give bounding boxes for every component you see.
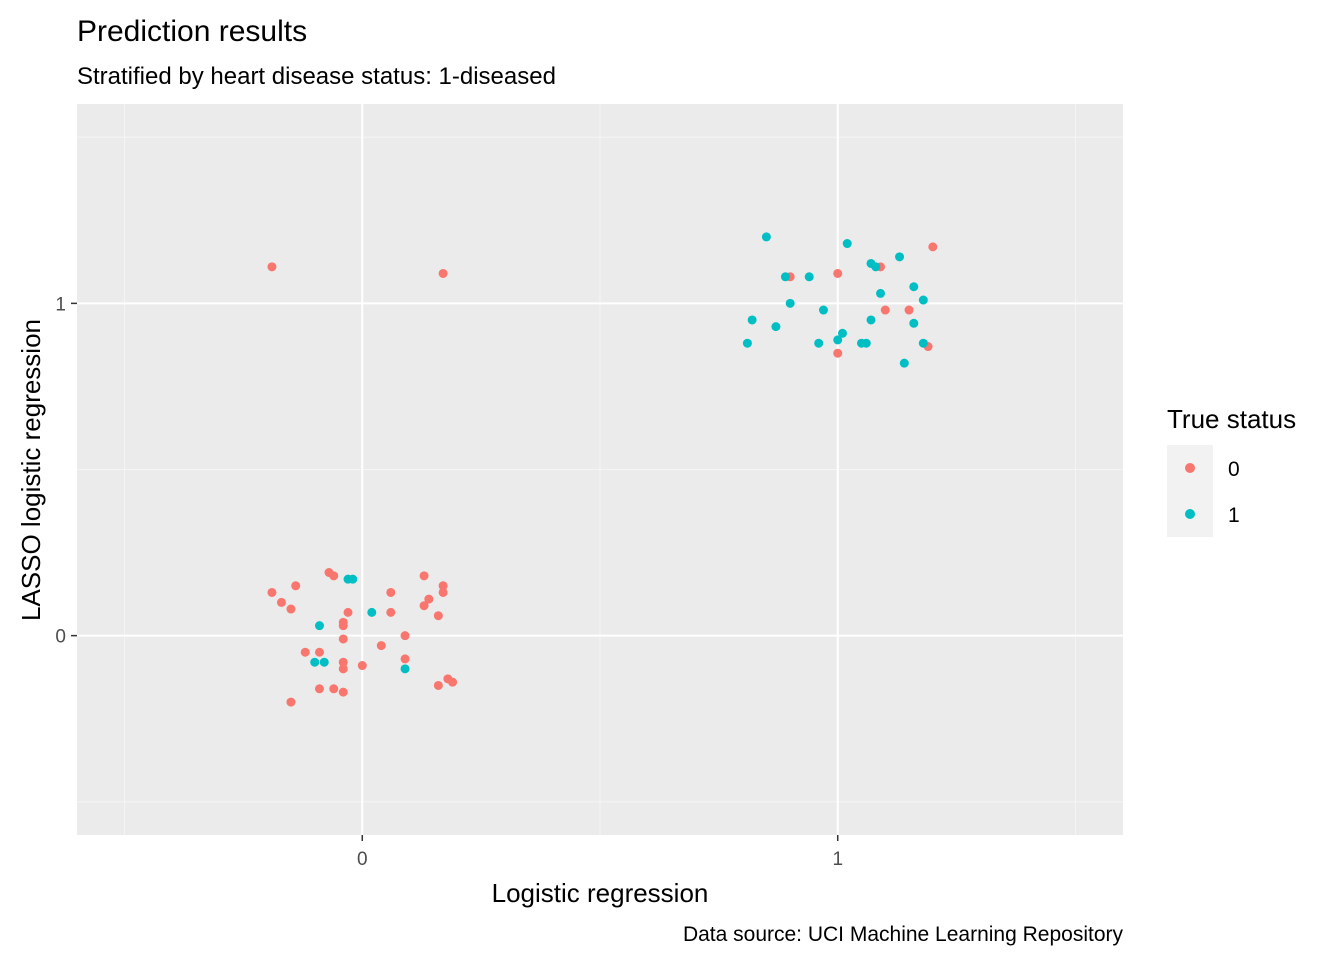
- data-point-status-0: [338, 664, 348, 674]
- data-point-status-1: [866, 315, 876, 325]
- chart-caption: Data source: UCI Machine Learning Reposi…: [683, 923, 1124, 946]
- data-point-status-0: [338, 617, 348, 627]
- data-point-status-1: [761, 232, 771, 242]
- data-point-status-0: [438, 587, 448, 597]
- data-point-status-0: [329, 571, 339, 581]
- data-point-status-1: [804, 272, 814, 282]
- data-point-status-0: [276, 597, 286, 607]
- x-tick-label: 0: [357, 849, 368, 870]
- data-point-status-0: [438, 268, 448, 278]
- data-point-status-0: [338, 687, 348, 697]
- data-points: [267, 232, 938, 707]
- data-point-status-0: [419, 571, 429, 581]
- data-point-status-0: [343, 607, 353, 617]
- data-point-status-1: [400, 664, 410, 674]
- data-point-status-1: [367, 607, 377, 617]
- data-point-status-0: [286, 697, 296, 707]
- data-point-status-0: [433, 611, 443, 621]
- grid-lines: [77, 104, 1123, 835]
- x-tick-label: 1: [832, 849, 843, 870]
- data-point-status-0: [267, 262, 277, 272]
- data-point-status-0: [880, 305, 890, 315]
- data-point-status-0: [424, 594, 434, 604]
- data-point-status-0: [448, 677, 458, 687]
- data-point-status-0: [357, 661, 367, 671]
- data-point-status-1: [310, 657, 320, 667]
- data-point-status-1: [895, 252, 905, 262]
- data-point-status-0: [338, 657, 348, 667]
- data-point-status-0: [329, 684, 339, 694]
- data-point-status-0: [386, 607, 396, 617]
- data-point-status-1: [771, 322, 781, 332]
- y-tick-label: 0: [55, 627, 66, 648]
- data-point-status-1: [918, 295, 928, 305]
- y-axis-ticks: 01: [55, 294, 77, 648]
- legend: True status 0 1: [1167, 404, 1296, 537]
- data-point-status-0: [433, 680, 443, 690]
- data-point-status-1: [909, 282, 919, 292]
- data-point-status-0: [300, 647, 310, 657]
- chart-title: Prediction results: [77, 15, 307, 48]
- data-point-status-1: [837, 328, 847, 338]
- data-point-status-1: [861, 338, 871, 348]
- data-point-status-1: [842, 239, 852, 249]
- data-point-status-1: [742, 338, 752, 348]
- data-point-status-0: [904, 305, 914, 315]
- data-point-status-1: [747, 315, 757, 325]
- data-point-status-0: [400, 654, 410, 664]
- data-point-status-0: [400, 631, 410, 641]
- data-point-status-0: [928, 242, 938, 252]
- data-point-status-0: [419, 601, 429, 611]
- data-point-status-1: [876, 288, 886, 298]
- data-point-status-1: [348, 574, 358, 584]
- data-point-status-0: [386, 587, 396, 597]
- data-point-status-1: [314, 621, 324, 631]
- data-point-status-0: [314, 684, 324, 694]
- data-point-status-0: [376, 641, 386, 651]
- data-point-status-1: [785, 298, 795, 308]
- data-point-status-0: [438, 581, 448, 591]
- y-axis-label: LASSO logistic regression: [16, 319, 46, 621]
- data-point-status-1: [319, 657, 329, 667]
- legend-marker-1: [1185, 509, 1195, 519]
- legend-marker-0: [1185, 463, 1195, 473]
- data-point-status-1: [871, 262, 881, 272]
- data-point-status-0: [314, 647, 324, 657]
- data-point-status-0: [833, 268, 843, 278]
- data-point-status-0: [286, 604, 296, 614]
- data-point-status-1: [899, 358, 909, 368]
- data-point-status-0: [267, 587, 277, 597]
- data-point-status-1: [818, 305, 828, 315]
- x-axis-label: Logistic regression: [492, 878, 709, 908]
- y-tick-label: 1: [55, 294, 66, 315]
- legend-label-1: 1: [1228, 504, 1240, 527]
- data-point-status-1: [918, 338, 928, 348]
- data-point-status-0: [833, 348, 843, 358]
- chart-subtitle: Stratified by heart disease status: 1-di…: [77, 63, 556, 90]
- data-point-status-1: [909, 318, 919, 328]
- data-point-status-0: [291, 581, 301, 591]
- data-point-status-0: [338, 634, 348, 644]
- data-point-status-1: [814, 338, 824, 348]
- data-point-status-1: [780, 272, 790, 282]
- legend-title: True status: [1167, 404, 1296, 434]
- legend-label-0: 0: [1228, 458, 1240, 481]
- data-point-status-1: [833, 335, 843, 345]
